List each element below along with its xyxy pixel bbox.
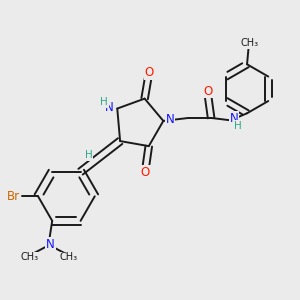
Text: O: O xyxy=(145,66,154,79)
Text: N: N xyxy=(104,100,113,114)
Text: H: H xyxy=(85,150,92,160)
Text: H: H xyxy=(234,121,242,131)
Text: N: N xyxy=(230,112,239,125)
Text: N: N xyxy=(46,238,55,250)
Text: O: O xyxy=(141,166,150,179)
Text: CH₃: CH₃ xyxy=(21,252,39,262)
Text: Br: Br xyxy=(7,190,20,203)
Text: H: H xyxy=(100,97,108,107)
Text: CH₃: CH₃ xyxy=(240,38,258,48)
Text: O: O xyxy=(203,85,212,98)
Text: N: N xyxy=(166,113,174,126)
Text: CH₃: CH₃ xyxy=(60,252,78,262)
